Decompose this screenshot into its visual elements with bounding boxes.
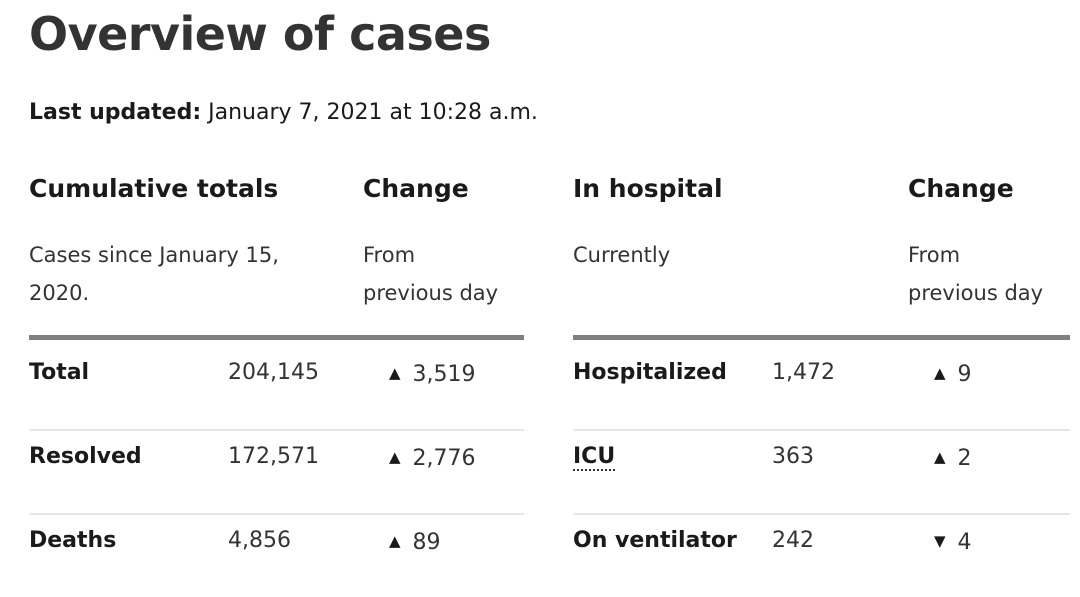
row-value: 172,571 [228, 444, 319, 469]
table-row: On ventilator 242 ▼ 4 [573, 513, 1070, 597]
page-title: Overview of cases [29, 7, 491, 61]
cumulative-subheader: Cases since January 15, 2020. [29, 236, 279, 312]
row-change: ▲ 89 [389, 513, 441, 571]
row-change-value: 4 [957, 530, 972, 555]
row-change: ▲ 2 [934, 429, 972, 487]
table-row: Hospitalized 1,472 ▲ 9 [573, 345, 1070, 431]
row-value: 242 [772, 528, 814, 553]
hospital-change-sub-line2: previous day [908, 281, 1044, 305]
triangle-up-icon: ▲ [389, 448, 401, 466]
hospital-subheader: Currently [573, 236, 670, 274]
table-row: Deaths 4,856 ▲ 89 [29, 513, 524, 597]
cumulative-change-sub-line1: From [363, 243, 416, 267]
triangle-up-icon: ▲ [389, 364, 401, 382]
cumulative-change-sub-line2: previous day [363, 281, 499, 305]
row-value: 1,472 [772, 360, 835, 385]
hospital-change-subheader: From previous day [908, 236, 1043, 312]
cumulative-subheader-line1: Cases since January 15, [29, 243, 279, 267]
last-updated-value: January 7, 2021 at 10:28 a.m. [201, 100, 538, 125]
hospital-change-header: Change [908, 174, 1014, 203]
triangle-up-icon: ▲ [934, 364, 946, 382]
cumulative-header-rule [29, 335, 524, 340]
table-row: Resolved 172,571 ▲ 2,776 [29, 429, 524, 515]
row-label: Deaths [29, 528, 117, 553]
row-change: ▲ 2,776 [389, 429, 476, 487]
cumulative-change-subheader: From previous day [363, 236, 498, 312]
hospital-subheader-line: Currently [573, 243, 671, 267]
triangle-up-icon: ▲ [934, 448, 946, 466]
last-updated: Last updated: January 7, 2021 at 10:28 a… [29, 98, 538, 128]
row-change-value: 9 [957, 362, 972, 387]
last-updated-label: Last updated: [29, 100, 202, 125]
row-change: ▼ 4 [934, 513, 972, 571]
row-label: Resolved [29, 444, 142, 469]
table-row: ICU 363 ▲ 2 [573, 429, 1070, 515]
row-label: Hospitalized [573, 360, 727, 385]
cumulative-change-header: Change [363, 174, 469, 203]
row-change: ▲ 9 [934, 345, 972, 403]
row-label[interactable]: ICU [573, 429, 616, 485]
icu-abbreviation[interactable]: ICU [573, 444, 616, 471]
hospital-change-sub-line1: From [908, 243, 961, 267]
triangle-down-icon: ▼ [934, 532, 946, 550]
hospital-header: In hospital [573, 174, 723, 203]
row-change-value: 2 [957, 446, 972, 471]
triangle-up-icon: ▲ [389, 532, 401, 550]
row-value: 204,145 [228, 360, 319, 385]
row-label: Total [29, 360, 90, 385]
row-value: 363 [772, 444, 814, 469]
row-value: 4,856 [228, 528, 291, 553]
cumulative-subheader-line2: 2020. [29, 281, 90, 305]
row-label: On ventilator [573, 528, 737, 553]
row-change-value: 3,519 [412, 362, 476, 387]
cumulative-header: Cumulative totals [29, 174, 279, 203]
hospital-header-rule [573, 335, 1070, 340]
table-row: Total 204,145 ▲ 3,519 [29, 345, 524, 431]
row-change: ▲ 3,519 [389, 345, 476, 403]
row-change-value: 2,776 [412, 446, 476, 471]
row-change-value: 89 [412, 530, 441, 555]
